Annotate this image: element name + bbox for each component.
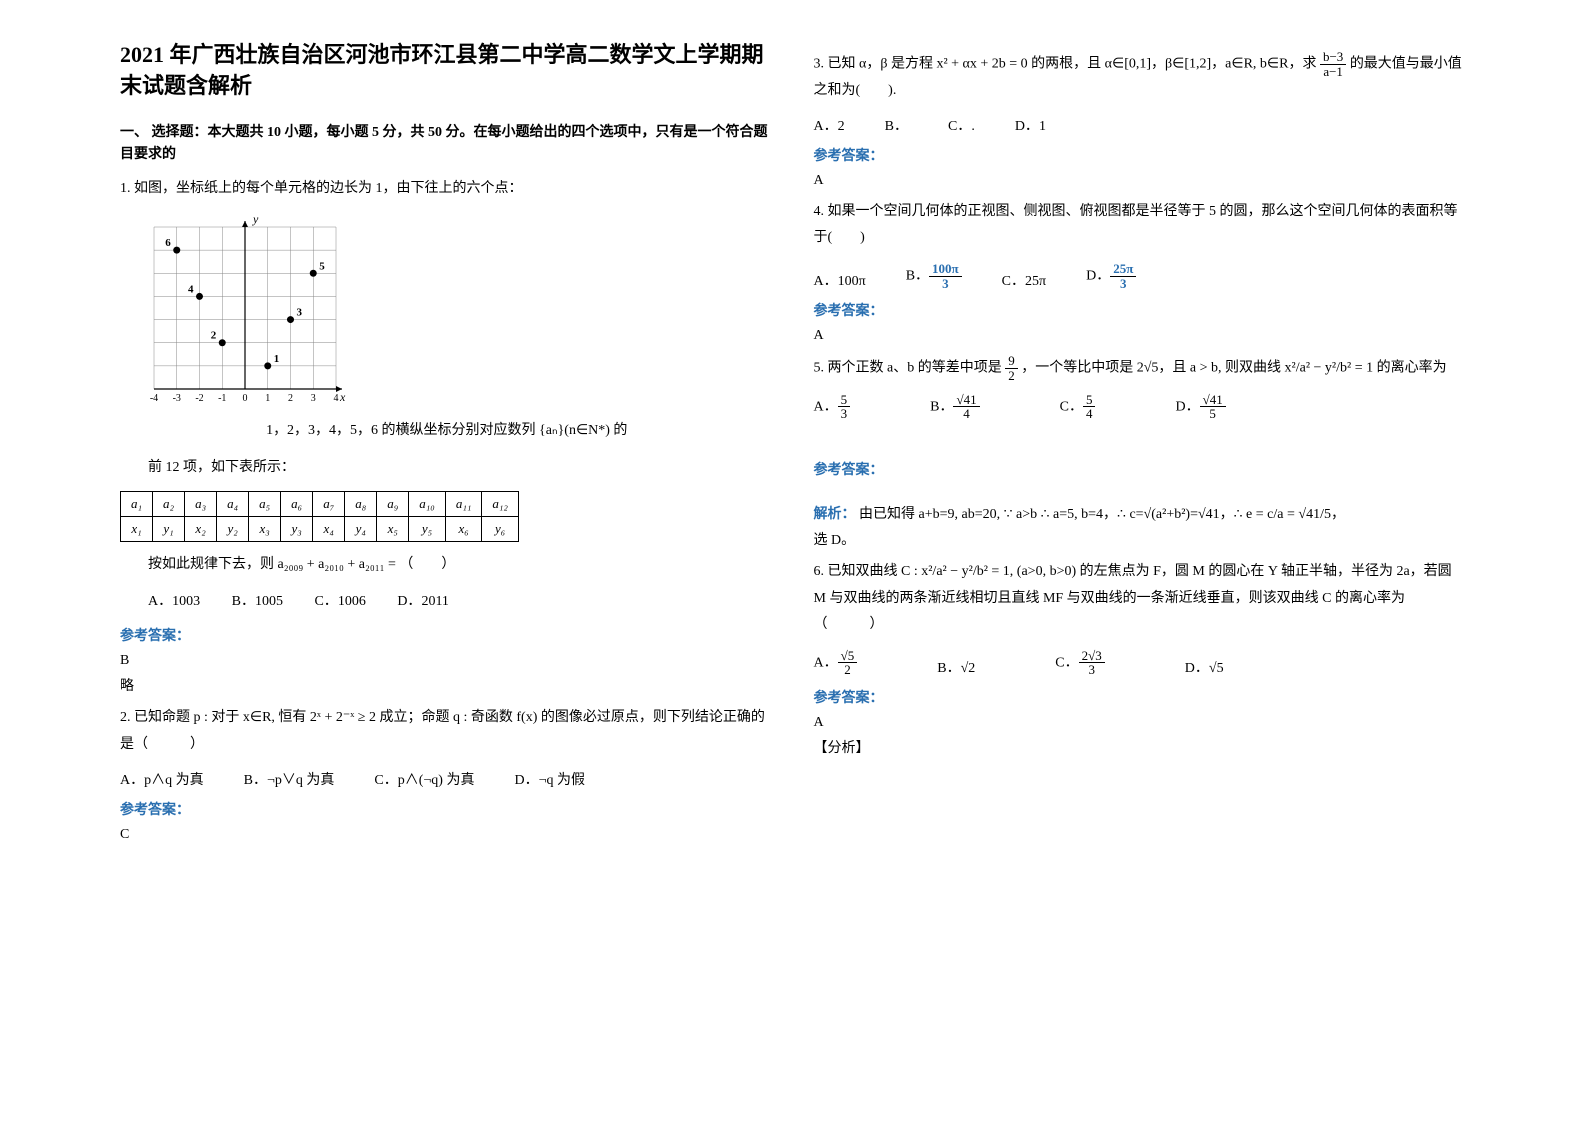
svg-text:5: 5 xyxy=(319,260,325,272)
question-4: 4. 如果一个空间几何体的正视图、侧视图、俯视图都是半径等于 5 的圆，那么这个… xyxy=(814,199,1468,252)
q1-rule: 按如此规律下去，则 a₂₀₀₉ + a₂₀₁₀ + a₂₀₁₁ = （ ） xyxy=(120,552,774,579)
q6-pre: 6. 已知双曲线 C : xyxy=(814,564,922,579)
q4-opt-d: D．25π3 xyxy=(1086,262,1136,290)
question-5: 5. 两个正数 a、b 的等差中项是 92 ，一个等比中项是 2√5，且 a >… xyxy=(814,354,1468,382)
q5-sol-label: 解析： xyxy=(814,507,856,522)
q3-opt-a: A．2 xyxy=(814,115,845,135)
q6-options: A．√52 B．√2 C．2√33 D．√5 xyxy=(814,649,1468,677)
q5-answer-label: 参考答案： xyxy=(814,459,1468,479)
q3-opt-c: C．. xyxy=(948,115,975,135)
q3-answer-label: 参考答案： xyxy=(814,145,1468,165)
svg-text:-3: -3 xyxy=(173,393,181,403)
q3-fraction: b−3a−1 xyxy=(1320,50,1346,78)
q1-answer: B xyxy=(120,653,774,669)
svg-text:x: x xyxy=(339,390,346,403)
section-heading: 一、 选择题：本大题共 10 小题，每小题 5 分，共 50 分。在每小题给出的… xyxy=(120,122,774,167)
question-6: 6. 已知双曲线 C : x²/a² − y²/b² = 1, (a>0, b>… xyxy=(814,559,1468,639)
question-1: 1. 如图，坐标纸上的每个单元格的边长为 1，由下往上的六个点： xyxy=(120,176,774,203)
q4-answer: A xyxy=(814,328,1468,344)
q5-post: 的离心率为 xyxy=(1377,361,1447,376)
q5-opt-d: D．√415 xyxy=(1175,393,1225,421)
q6-analysis: 【分析】 xyxy=(814,737,1468,757)
svg-text:6: 6 xyxy=(165,237,171,249)
q6-answer: A xyxy=(814,715,1468,731)
svg-text:3: 3 xyxy=(311,393,316,403)
svg-text:y: y xyxy=(252,213,259,226)
q1-opt-c: C．1006 xyxy=(314,594,365,609)
q5-opt-b: B．√414 xyxy=(930,393,979,421)
q2-answer-label: 参考答案： xyxy=(120,799,774,819)
q1-graph: -4 -3 -2 -1 0 1 2 3 4 y x 1 2 3 4 5 6 xyxy=(140,213,774,408)
q1-text: 1. 如图，坐标纸上的每个单元格的边长为 1，由下往上的六个点： xyxy=(120,181,523,196)
q3-opt-d: D．1 xyxy=(1015,115,1046,135)
q4-opt-a: A．100π xyxy=(814,270,866,290)
q5-eq: x²/a² − y²/b² = 1 xyxy=(1285,361,1374,376)
q1-opt-a: A．1003 xyxy=(148,594,200,609)
right-column: 3. 已知 α，β 是方程 x² + αx + 2b = 0 的两根，且 α∈[… xyxy=(794,40,1488,849)
q4-opt-c: C．25π xyxy=(1002,270,1046,290)
q2-opt-d: D．¬q 为假 xyxy=(514,769,585,789)
q2-opt-b: B．¬p∨q 为真 xyxy=(244,769,335,789)
left-column: 2021 年广西壮族自治区河池市环江县第二中学高二数学文上学期期末试题含解析 一… xyxy=(100,40,794,849)
q5-opt-a: A．53 xyxy=(814,393,851,421)
q1-extra: 略 xyxy=(120,675,774,695)
q1-answer-label: 参考答案： xyxy=(120,625,774,645)
svg-text:1: 1 xyxy=(274,353,280,365)
q5-sol-end: 选 D。 xyxy=(814,529,1468,549)
q6-opt-b: B．√2 xyxy=(937,657,975,677)
svg-text:-1: -1 xyxy=(218,393,226,403)
svg-text:2: 2 xyxy=(211,330,217,342)
q4-answer-label: 参考答案： xyxy=(814,300,1468,320)
q4-options: A．100π B．100π3 C．25π D．25π3 xyxy=(814,262,1468,290)
q3-opt-b: B． xyxy=(885,115,908,135)
svg-text:-2: -2 xyxy=(195,393,203,403)
q3-pre: 3. 已知 α，β 是方程 x² + αx + 2b = 0 的两根，且 α∈[… xyxy=(814,56,1320,71)
q5-opt-c: C．54 xyxy=(1060,393,1096,421)
q4-opt-b: B．100π3 xyxy=(906,262,962,290)
question-2: 2. 已知命题 p : 对于 x∈R, 恒有 2ˣ + 2⁻ˣ ≥ 2 成立；命… xyxy=(120,705,774,758)
q6-answer-label: 参考答案： xyxy=(814,687,1468,707)
q5-solution: 解析： 由已知得 a+b=9, ab=20, ∵ a>b ∴ a=5, b=4，… xyxy=(814,503,1468,523)
q3-options: A．2 B． C．. D．1 xyxy=(814,115,1468,135)
q5-sol-text: 由已知得 a+b=9, ab=20, ∵ a>b ∴ a=5, b=4，∴ c=… xyxy=(859,507,1345,522)
svg-text:0: 0 xyxy=(243,393,248,403)
svg-text:4: 4 xyxy=(334,393,339,403)
q2-answer: C xyxy=(120,827,774,843)
q1-pre-table: 前 12 项，如下表所示： xyxy=(120,455,774,482)
q3-answer: A xyxy=(814,173,1468,189)
svg-text:2: 2 xyxy=(288,393,293,403)
q1-options: A．1003 B．1005 C．1006 D．2011 xyxy=(120,589,774,616)
q1-opt-d: D．2011 xyxy=(397,594,449,609)
svg-text:-4: -4 xyxy=(150,393,158,403)
svg-text:3: 3 xyxy=(297,307,303,319)
question-3: 3. 已知 α，β 是方程 x² + αx + 2b = 0 的两根，且 α∈[… xyxy=(814,50,1468,105)
q5-mid: ，一个等比中项是 2√5，且 a > b, 则双曲线 xyxy=(1021,361,1284,376)
svg-text:4: 4 xyxy=(188,283,194,295)
q1-opt-b: B．1005 xyxy=(232,594,283,609)
q6-opt-a: A．√52 xyxy=(814,649,858,677)
page-title: 2021 年广西壮族自治区河池市环江县第二中学高二数学文上学期期末试题含解析 xyxy=(120,40,774,102)
q5-options: A．53 B．√414 C．54 D．√415 xyxy=(814,393,1468,421)
q6-eq: x²/a² − y²/b² = 1, (a>0, b>0) xyxy=(921,564,1076,579)
q2-opt-a: A．p∧q 为真 xyxy=(120,769,204,789)
svg-text:1: 1 xyxy=(265,393,270,403)
q5-pre: 5. 两个正数 a、b 的等差中项是 xyxy=(814,361,1006,376)
q5-frac1: 92 xyxy=(1005,354,1018,382)
q1-post-graph: 1，2，3，4，5，6 的横纵坐标分别对应数列 {aₙ}(n∈N*) 的 xyxy=(120,418,774,445)
q2-options: A．p∧q 为真 B．¬p∨q 为真 C．p∧(¬q) 为真 D．¬q 为假 xyxy=(120,769,774,789)
q6-opt-d: D．√5 xyxy=(1185,657,1224,677)
q1-table: a₁a₂a₃a₄a₅a₆a₇a₈a₉a₁₀a₁₁a₁₂ x₁y₁x₂y₂x₃y₃… xyxy=(120,491,519,542)
q2-opt-c: C．p∧(¬q) 为真 xyxy=(374,769,474,789)
q6-opt-c: C．2√33 xyxy=(1055,649,1104,677)
